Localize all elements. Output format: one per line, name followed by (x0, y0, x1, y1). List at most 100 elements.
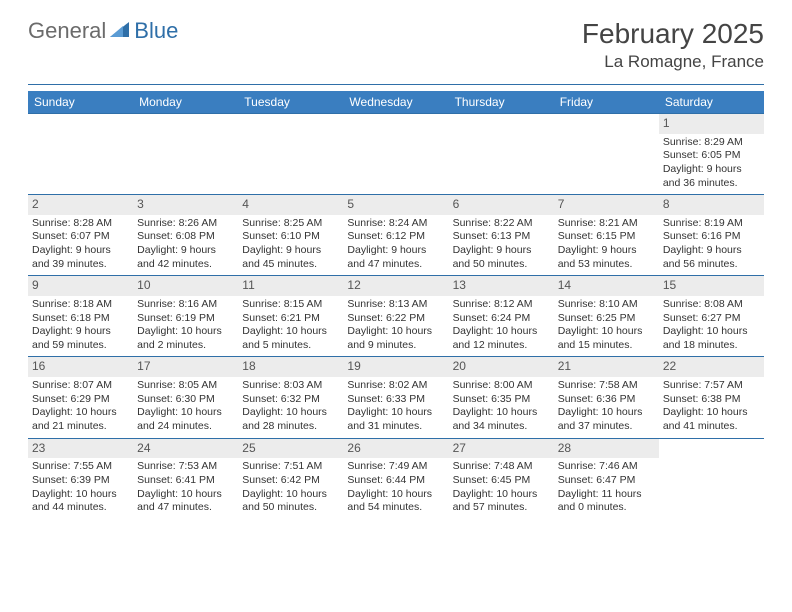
sunrise-line: Sunrise: 8:13 AM (347, 298, 444, 312)
sunrise-line: Sunrise: 7:53 AM (137, 460, 234, 474)
sunrise-line: Sunrise: 8:29 AM (663, 136, 760, 150)
day-cell: 26Sunrise: 7:49 AMSunset: 6:44 PMDayligh… (343, 438, 448, 519)
daylight-line: Daylight: 10 hours and 15 minutes. (558, 325, 655, 352)
day-cell (28, 114, 133, 195)
day-cell (238, 114, 343, 195)
day-cell: 12Sunrise: 8:13 AMSunset: 6:22 PMDayligh… (343, 276, 448, 357)
day-cell: 5Sunrise: 8:24 AMSunset: 6:12 PMDaylight… (343, 195, 448, 276)
sunrise-line: Sunrise: 8:25 AM (242, 217, 339, 231)
sunrise-line: Sunrise: 8:15 AM (242, 298, 339, 312)
sunrise-line: Sunrise: 8:03 AM (242, 379, 339, 393)
daylight-line: Daylight: 10 hours and 18 minutes. (663, 325, 760, 352)
sunset-line: Sunset: 6:25 PM (558, 312, 655, 326)
day-cell (449, 114, 554, 195)
day-header: Friday (554, 91, 659, 114)
sunrise-line: Sunrise: 8:10 AM (558, 298, 655, 312)
sunset-line: Sunset: 6:27 PM (663, 312, 760, 326)
day-cell (554, 114, 659, 195)
day-cell: 1Sunrise: 8:29 AMSunset: 6:05 PMDaylight… (659, 114, 764, 195)
sunrise-line: Sunrise: 7:46 AM (558, 460, 655, 474)
day-header: Tuesday (238, 91, 343, 114)
sunrise-line: Sunrise: 8:08 AM (663, 298, 760, 312)
daylight-line: Daylight: 11 hours and 0 minutes. (558, 488, 655, 515)
sunset-line: Sunset: 6:16 PM (663, 230, 760, 244)
daylight-line: Daylight: 10 hours and 44 minutes. (32, 488, 129, 515)
header: General Blue February 2025 La Romagne, F… (0, 0, 792, 80)
day-cell: 14 Sunrise: 8:10 AMSunset: 6:25 PMDayligh… (554, 276, 659, 357)
day-cell: 27Sunrise: 7:48 AMSunset: 6:45 PMDayligh… (449, 438, 554, 519)
day-number: 14 (554, 276, 659, 296)
day-number: 7 (554, 195, 659, 215)
daylight-line: Daylight: 9 hours and 59 minutes. (32, 325, 129, 352)
daylight-line: Daylight: 10 hours and 57 minutes. (453, 488, 550, 515)
sunset-line: Sunset: 6:47 PM (558, 474, 655, 488)
day-cell: 4Sunrise: 8:25 AMSunset: 6:10 PMDaylight… (238, 195, 343, 276)
daylight-line: Daylight: 10 hours and 31 minutes. (347, 406, 444, 433)
sunset-line: Sunset: 6:36 PM (558, 393, 655, 407)
day-number: 6 (449, 195, 554, 215)
day-cell: 19Sunrise: 8:02 AMSunset: 6:33 PMDayligh… (343, 357, 448, 438)
daylight-line: Daylight: 10 hours and 41 minutes. (663, 406, 760, 433)
calendar: Sunday Monday Tuesday Wednesday Thursday… (28, 91, 764, 519)
sunrise-line: Sunrise: 7:58 AM (558, 379, 655, 393)
logo-text-blue: Blue (134, 18, 178, 44)
week-row: 1Sunrise: 8:29 AMSunset: 6:05 PMDaylight… (28, 114, 764, 195)
day-header: Thursday (449, 91, 554, 114)
day-cell (343, 114, 448, 195)
sunrise-line: Sunrise: 7:51 AM (242, 460, 339, 474)
sunset-line: Sunset: 6:30 PM (137, 393, 234, 407)
sunrise-line: Sunrise: 7:48 AM (453, 460, 550, 474)
day-cell: 28Sunrise: 7:46 AMSunset: 6:47 PMDayligh… (554, 438, 659, 519)
day-cell: 24Sunrise: 7:53 AMSunset: 6:41 PMDayligh… (133, 438, 238, 519)
sunrise-line: Sunrise: 7:49 AM (347, 460, 444, 474)
day-number: 24 (133, 439, 238, 459)
day-number: 13 (449, 276, 554, 296)
day-cell: 21Sunrise: 7:58 AMSunset: 6:36 PMDayligh… (554, 357, 659, 438)
daylight-line: Daylight: 9 hours and 53 minutes. (558, 244, 655, 271)
day-number: 23 (28, 439, 133, 459)
sunset-line: Sunset: 6:10 PM (242, 230, 339, 244)
daylight-line: Daylight: 10 hours and 54 minutes. (347, 488, 444, 515)
day-number: 3 (133, 195, 238, 215)
day-cell: 17 Sunrise: 8:05 AMSunset: 6:30 PMDayligh… (133, 357, 238, 438)
sunrise-line: Sunrise: 8:22 AM (453, 217, 550, 231)
sunrise-line: Sunrise: 8:24 AM (347, 217, 444, 231)
sunset-line: Sunset: 6:24 PM (453, 312, 550, 326)
day-cell: 9Sunrise: 8:18 AMSunset: 6:18 PMDaylight… (28, 276, 133, 357)
sunset-line: Sunset: 6:12 PM (347, 230, 444, 244)
month-title: February 2025 (582, 18, 764, 50)
day-cell: 15 Sunrise: 8:08 AMSunset: 6:27 PMDayligh… (659, 276, 764, 357)
daylight-line: Daylight: 10 hours and 37 minutes. (558, 406, 655, 433)
sunset-line: Sunset: 6:07 PM (32, 230, 129, 244)
sunset-line: Sunset: 6:35 PM (453, 393, 550, 407)
sunrise-line: Sunrise: 8:19 AM (663, 217, 760, 231)
logo-text-general: General (28, 18, 106, 44)
day-header-row: Sunday Monday Tuesday Wednesday Thursday… (28, 91, 764, 114)
day-number: 16 (28, 357, 133, 377)
day-cell (133, 114, 238, 195)
day-number: 26 (343, 439, 448, 459)
daylight-line: Daylight: 10 hours and 9 minutes. (347, 325, 444, 352)
daylight-line: Daylight: 10 hours and 24 minutes. (137, 406, 234, 433)
sunrise-line: Sunrise: 7:57 AM (663, 379, 760, 393)
sunset-line: Sunset: 6:32 PM (242, 393, 339, 407)
day-cell: 11Sunrise: 8:15 AMSunset: 6:21 PMDayligh… (238, 276, 343, 357)
day-number: 5 (343, 195, 448, 215)
sunset-line: Sunset: 6:44 PM (347, 474, 444, 488)
day-cell: 23Sunrise: 7:55 AMSunset: 6:39 PMDayligh… (28, 438, 133, 519)
day-number: 12 (343, 276, 448, 296)
day-number: 17 (133, 357, 238, 377)
sunset-line: Sunset: 6:39 PM (32, 474, 129, 488)
sunset-line: Sunset: 6:38 PM (663, 393, 760, 407)
sunrise-line: Sunrise: 8:21 AM (558, 217, 655, 231)
sunrise-line: Sunrise: 8:05 AM (137, 379, 234, 393)
daylight-line: Daylight: 10 hours and 21 minutes. (32, 406, 129, 433)
day-number: 20 (449, 357, 554, 377)
sunrise-line: Sunrise: 8:02 AM (347, 379, 444, 393)
day-number: 19 (343, 357, 448, 377)
sunset-line: Sunset: 6:19 PM (137, 312, 234, 326)
day-number: 15 (659, 276, 764, 296)
day-number: 9 (28, 276, 133, 296)
sunset-line: Sunset: 6:08 PM (137, 230, 234, 244)
logo: General Blue (28, 18, 178, 44)
